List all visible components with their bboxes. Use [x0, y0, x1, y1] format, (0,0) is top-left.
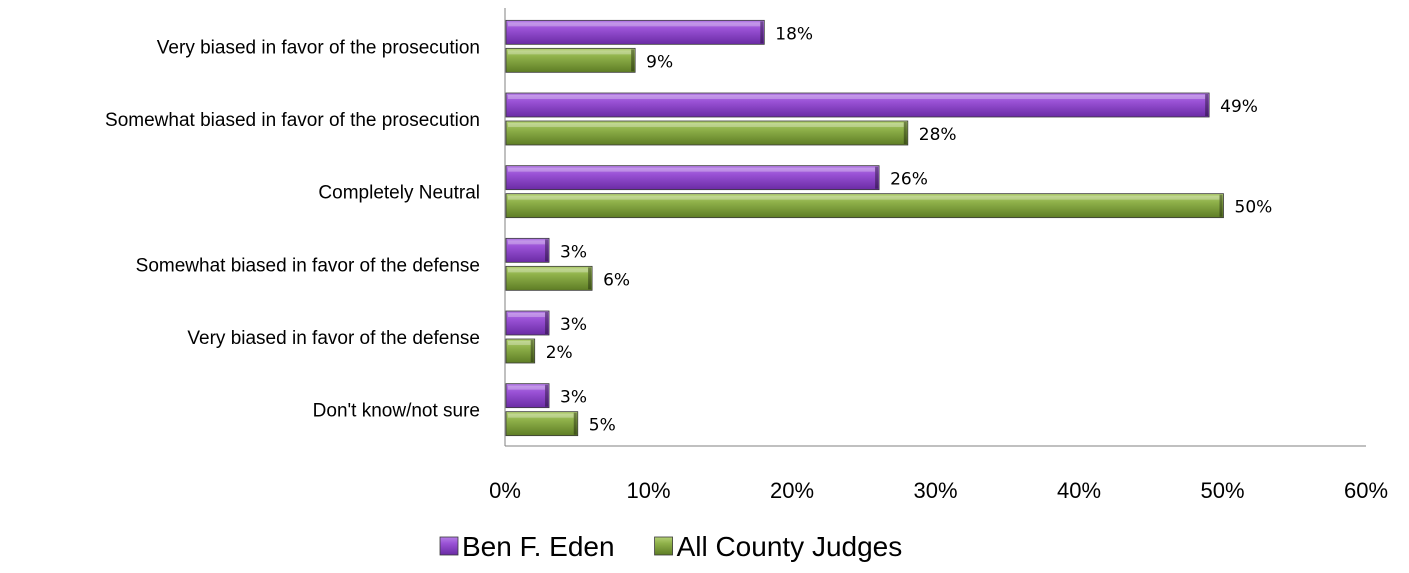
- legend-swatch: [654, 536, 673, 556]
- data-label: 9%: [646, 52, 673, 72]
- bar: [505, 310, 550, 336]
- bar: [505, 92, 1210, 118]
- data-label: 6%: [603, 270, 630, 290]
- bar: [505, 47, 636, 73]
- legend-label: All County Judges: [677, 531, 903, 562]
- legend-label: Ben F. Eden: [462, 531, 615, 562]
- bar: [505, 383, 550, 409]
- category-label: Somewhat biased in favor of the prosecut…: [105, 110, 480, 131]
- x-tick-labels: 0% 10% 20% 30% 40% 50% 60%: [489, 478, 1388, 503]
- data-labels: 18%9%49%28%26%50%3%6%3%2%3%5%: [546, 24, 1273, 435]
- category-labels: Very biased in favor of the prosecution S…: [105, 37, 480, 421]
- data-label: 18%: [775, 24, 813, 44]
- legend-item: All County Judges: [654, 531, 903, 562]
- bar: [505, 338, 536, 364]
- category-label: Don't know/not sure: [313, 401, 480, 422]
- bar: [505, 265, 593, 291]
- bars: [505, 19, 1224, 437]
- data-label: 26%: [890, 170, 928, 190]
- axes: [504, 8, 1366, 447]
- x-tick-label: 0%: [489, 478, 521, 503]
- data-label: 50%: [1235, 198, 1273, 218]
- category-label: Very biased in favor of the defense: [187, 328, 480, 349]
- bar: [505, 120, 909, 146]
- legend-swatch: [439, 536, 459, 556]
- bar: [505, 193, 1224, 219]
- data-label: 3%: [560, 242, 587, 262]
- data-label: 2%: [546, 343, 573, 363]
- x-tick-label: 20%: [770, 478, 814, 503]
- legend-item: Ben F. Eden: [439, 531, 615, 562]
- bar: [505, 19, 765, 45]
- bar: [505, 411, 579, 437]
- data-label: 3%: [560, 388, 587, 408]
- category-label: Somewhat biased in favor of the defense: [136, 255, 480, 276]
- x-tick-label: 50%: [1200, 478, 1244, 503]
- x-tick-label: 40%: [1057, 478, 1101, 503]
- data-label: 5%: [589, 416, 616, 436]
- data-label: 49%: [1220, 97, 1258, 117]
- x-tick-label: 30%: [913, 478, 957, 503]
- x-tick-label: 10%: [626, 478, 670, 503]
- legend: Ben F. Eden All County Judges: [439, 531, 903, 562]
- bar: [505, 237, 550, 263]
- category-label: Completely Neutral: [318, 183, 480, 204]
- x-tick-label: 60%: [1344, 478, 1388, 503]
- data-label: 3%: [560, 315, 587, 335]
- category-label: Very biased in favor of the prosecution: [157, 37, 480, 58]
- bar: [505, 165, 880, 191]
- data-label: 28%: [919, 125, 957, 145]
